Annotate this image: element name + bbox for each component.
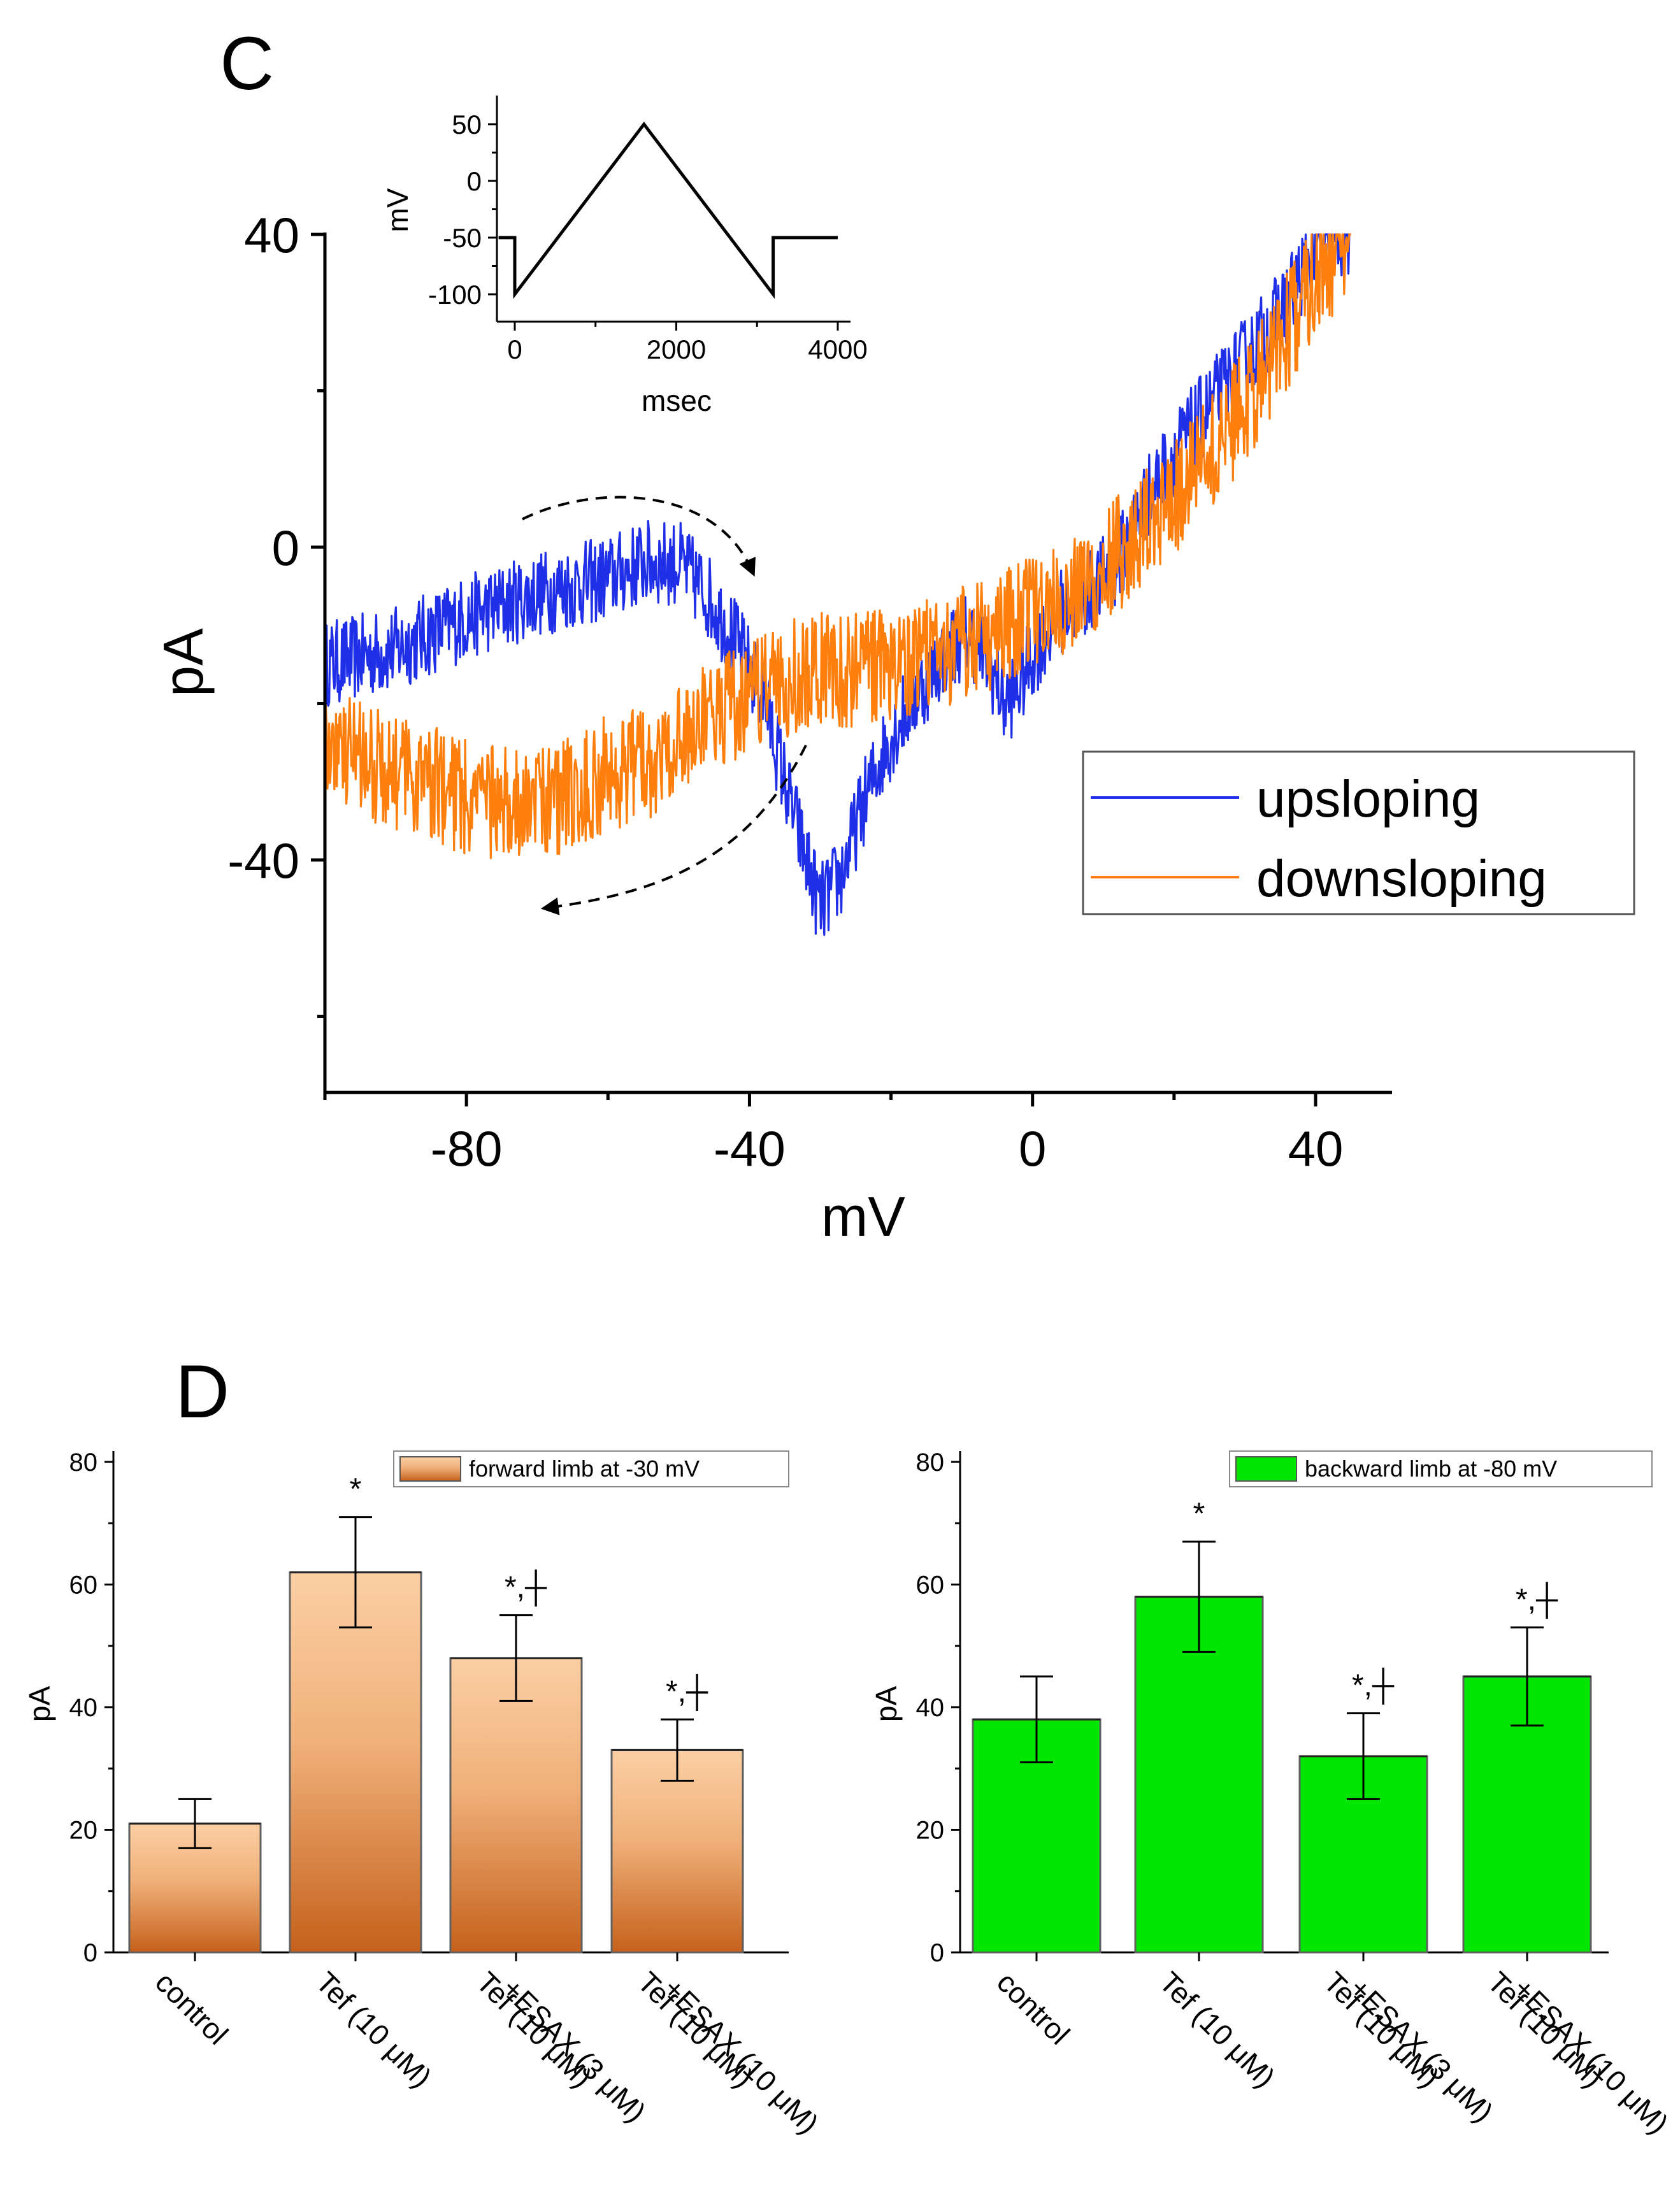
y-axis-title: pA bbox=[152, 628, 215, 697]
bar-legend-swatch bbox=[1235, 1456, 1297, 1482]
panel-label-c: C bbox=[220, 22, 274, 106]
x-axis-title: mV bbox=[821, 1185, 905, 1248]
bar-category-label: control bbox=[149, 1965, 234, 2050]
downsloping-direction-arrow bbox=[540, 745, 807, 915]
bar-y-tick-label: 40 bbox=[916, 1694, 945, 1722]
significance-marker: *,┼ bbox=[1352, 1668, 1395, 1705]
inset-x-axis-title: msec bbox=[642, 384, 712, 417]
legend-label: downsloping bbox=[1256, 850, 1547, 908]
bar bbox=[1134, 1596, 1264, 1954]
bar-y-tick-label: 80 bbox=[916, 1449, 945, 1477]
significance-marker: *,┼ bbox=[505, 1570, 547, 1607]
inset-x-tick-label: 2000 bbox=[647, 334, 706, 364]
inset-chart: 50 0 -50 -100 0 2000 4000 msec mV bbox=[381, 96, 868, 417]
trace-downsloping bbox=[324, 233, 1351, 859]
bar-legend-label: backward limb at -80 mV bbox=[1305, 1456, 1557, 1482]
iv-chart: 40 0 -40 -80 -40 0 40 mV pA upsloping downsloping bbox=[152, 207, 1635, 1248]
bar-y-tick-label: 20 bbox=[69, 1817, 98, 1845]
bar-category-label: +ESAX (3 μM) bbox=[1343, 1972, 1500, 2128]
inset-protocol-trace bbox=[498, 121, 838, 299]
bar-category-label: +ESAX (10 μM) bbox=[1507, 1972, 1675, 2140]
bar bbox=[449, 1657, 583, 1954]
trace-upsloping bbox=[324, 233, 1351, 936]
x-tick-label: 40 bbox=[1288, 1120, 1344, 1177]
bar-category-label: control bbox=[991, 1965, 1076, 2050]
bar-category-label: Tef (10 μM) bbox=[1153, 1965, 1282, 2094]
significance-marker: *,┼ bbox=[666, 1673, 708, 1711]
bar-category-label: Tef (10 μM) bbox=[310, 1965, 438, 2094]
bar-y-tick-label: 60 bbox=[69, 1571, 98, 1600]
significance-marker: *,┼ bbox=[1516, 1582, 1558, 1619]
bar-legend-swatch bbox=[399, 1456, 461, 1482]
bar-y-tick-label: 60 bbox=[916, 1571, 945, 1600]
bar-y-tick-label: 40 bbox=[69, 1694, 98, 1722]
legend-box bbox=[1082, 750, 1635, 915]
bar-y-tick-label: 20 bbox=[916, 1817, 945, 1845]
bar bbox=[289, 1571, 422, 1954]
x-tick-label: -80 bbox=[431, 1120, 503, 1177]
bar-legend-label: forward limb at -30 mV bbox=[469, 1456, 700, 1482]
bar-category-label: +ESAX (10 μM) bbox=[657, 1972, 825, 2140]
bar-y-axis-title: pA bbox=[870, 1686, 903, 1722]
bar-y-tick-label: 0 bbox=[83, 1939, 97, 1967]
inset-y-tick-label: -50 bbox=[443, 223, 482, 253]
bar-y-tick-label: 0 bbox=[930, 1939, 944, 1967]
bar-category-label: +ESAX (3 μM) bbox=[496, 1972, 652, 2128]
significance-marker: * bbox=[350, 1473, 362, 1507]
inset-y-tick-label: -100 bbox=[428, 280, 482, 310]
inset-x-tick-label: 0 bbox=[507, 334, 522, 364]
x-tick-label: -40 bbox=[714, 1120, 786, 1177]
y-tick-label: 0 bbox=[272, 520, 299, 576]
significance-marker: * bbox=[1193, 1497, 1205, 1531]
panel-label-d: D bbox=[175, 1350, 229, 1434]
inset-y-axis-title: mV bbox=[381, 188, 414, 232]
inset-y-tick-label: 50 bbox=[452, 110, 482, 140]
bar-y-axis-title: pA bbox=[23, 1686, 56, 1722]
bar-y-tick-label: 80 bbox=[69, 1449, 98, 1477]
legend-label: upsloping bbox=[1256, 770, 1480, 828]
x-tick-label: 0 bbox=[1019, 1120, 1046, 1177]
bar-legend-box bbox=[1229, 1450, 1653, 1487]
inset-y-tick-label: 0 bbox=[467, 166, 482, 196]
y-tick-label: -40 bbox=[227, 833, 299, 889]
inset-x-tick-label: 4000 bbox=[808, 334, 867, 364]
y-tick-label: 40 bbox=[244, 207, 299, 263]
